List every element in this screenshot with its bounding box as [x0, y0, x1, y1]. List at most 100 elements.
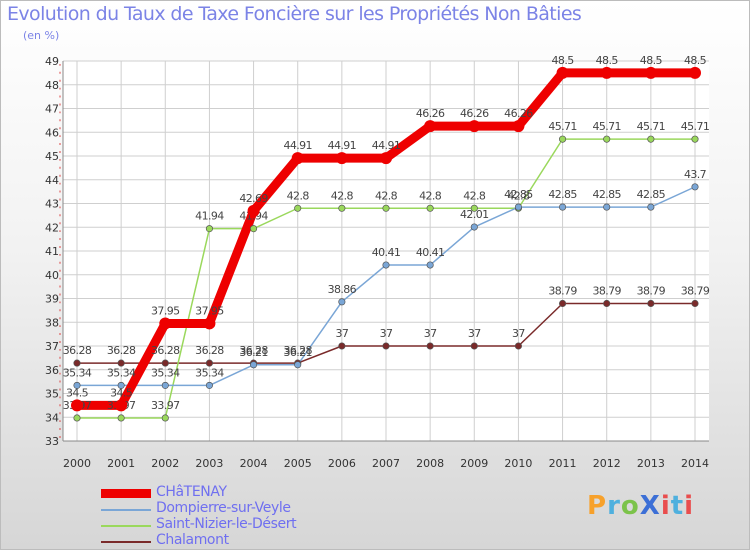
y-tick-label: 39	[45, 293, 59, 306]
y-tick-label: 46	[45, 126, 59, 139]
data-label-dompierre-sur-veyle: 43.7	[684, 168, 707, 181]
data-point-dompierre-sur-veyle	[514, 203, 522, 211]
data-label-ch-tenay: 37.95	[151, 304, 180, 317]
data-point-chalamont	[382, 342, 390, 350]
data-point-saint-nizier-le-d-sert	[470, 204, 478, 212]
data-label-dompierre-sur-veyle: 38.86	[328, 283, 357, 296]
data-label-ch-tenay: 42.69	[239, 192, 268, 205]
data-label-ch-tenay: 34.5	[66, 386, 89, 399]
data-label-ch-tenay: 34.5	[110, 386, 133, 399]
data-point-ch-tenay	[689, 66, 701, 79]
data-point-saint-nizier-le-d-sert	[603, 135, 611, 143]
x-tick-label: 2013	[637, 457, 665, 470]
y-tick-label: 33	[45, 435, 59, 448]
data-point-dompierre-sur-veyle	[73, 381, 81, 389]
x-tick-label: 2004	[240, 457, 268, 470]
legend-swatch	[101, 541, 151, 543]
y-tick-label: 49	[45, 55, 59, 68]
data-label-dompierre-sur-veyle: 40.41	[416, 246, 445, 259]
data-point-ch-tenay	[380, 152, 392, 165]
data-label-chalamont: 38.79	[681, 284, 710, 297]
data-label-chalamont: 36.28	[107, 344, 136, 357]
data-label-saint-nizier-le-d-sert: 33.97	[151, 399, 180, 412]
data-label-chalamont: 37	[424, 327, 437, 340]
data-label-saint-nizier-le-d-sert: 42.8	[507, 189, 530, 202]
data-point-ch-tenay	[424, 120, 437, 133]
data-label-chalamont: 38.79	[592, 284, 621, 297]
data-label-ch-tenay: 48.5	[596, 54, 619, 67]
data-point-ch-tenay	[291, 152, 304, 165]
data-point-chalamont	[603, 299, 611, 308]
data-label-dompierre-sur-veyle: 36.21	[239, 346, 268, 359]
data-point-chalamont	[161, 359, 169, 367]
data-point-ch-tenay	[159, 317, 172, 330]
data-label-dompierre-sur-veyle: 42.85	[592, 188, 621, 201]
data-point-ch-tenay	[468, 120, 481, 133]
data-label-dompierre-sur-veyle: 35.34	[63, 366, 92, 379]
x-tick-label: 2002	[151, 457, 179, 470]
y-tick-label: 41	[45, 245, 59, 258]
data-point-saint-nizier-le-d-sert	[382, 204, 390, 212]
data-label-saint-nizier-le-d-sert: 45.71	[681, 120, 710, 133]
data-point-ch-tenay	[71, 399, 83, 412]
data-label-saint-nizier-le-d-sert: 45.71	[592, 120, 621, 133]
y-tick-label: 45	[45, 150, 59, 163]
data-point-chalamont	[470, 342, 478, 350]
legend-swatch	[101, 489, 151, 498]
y-tick-label: 43	[45, 198, 59, 211]
data-point-ch-tenay	[644, 66, 657, 79]
data-point-ch-tenay	[600, 66, 613, 79]
data-point-ch-tenay	[556, 66, 569, 79]
chart-title: Evolution du Taux de Taxe Foncière sur l…	[7, 3, 582, 25]
data-point-dompierre-sur-veyle	[205, 381, 213, 389]
legend-label: CHâTENAY	[156, 484, 227, 500]
legend-swatch	[101, 509, 151, 511]
data-point-ch-tenay	[115, 399, 128, 412]
data-point-ch-tenay	[335, 152, 348, 165]
y-tick-label: 34	[45, 411, 59, 424]
data-point-saint-nizier-le-d-sert	[691, 135, 699, 143]
data-point-chalamont	[559, 299, 567, 308]
data-point-dompierre-sur-veyle	[338, 298, 346, 306]
data-point-dompierre-sur-veyle	[250, 361, 258, 369]
data-label-chalamont: 36.28	[151, 344, 180, 357]
data-point-saint-nizier-le-d-sert	[73, 414, 81, 422]
data-label-chalamont: 38.79	[637, 284, 666, 297]
y-tick-label: 37	[45, 340, 59, 353]
data-point-saint-nizier-le-d-sert	[294, 204, 302, 212]
data-label-dompierre-sur-veyle: 42.01	[460, 208, 489, 221]
data-label-ch-tenay: 46.26	[460, 107, 489, 120]
data-point-saint-nizier-le-d-sert	[250, 225, 258, 233]
data-point-dompierre-sur-veyle	[647, 203, 655, 211]
data-point-saint-nizier-le-d-sert	[338, 204, 346, 212]
data-point-dompierre-sur-veyle	[426, 261, 434, 269]
data-point-saint-nizier-le-d-sert	[117, 414, 125, 422]
x-tick-label: 2000	[63, 457, 91, 470]
x-tick-label: 2012	[593, 457, 621, 470]
data-label-dompierre-sur-veyle: 36.21	[283, 346, 312, 359]
legend-label: Saint-Nizier-le-Désert	[156, 516, 297, 532]
data-label-chalamont: 36.28	[63, 344, 92, 357]
data-label-saint-nizier-le-d-sert: 45.71	[637, 120, 666, 133]
legend-label: Chalamont	[156, 532, 229, 548]
legend-swatch	[101, 525, 151, 527]
data-label-dompierre-sur-veyle: 35.34	[107, 366, 136, 379]
y-tick-label: 40	[45, 269, 59, 282]
data-label-dompierre-sur-veyle: 42.85	[548, 188, 577, 201]
data-label-chalamont: 37	[380, 327, 393, 340]
data-label-chalamont: 38.79	[548, 284, 577, 297]
brand-logo: ProXiti	[587, 491, 695, 521]
data-point-dompierre-sur-veyle	[470, 223, 478, 231]
data-label-saint-nizier-le-d-sert: 42.8	[287, 189, 310, 202]
data-point-dompierre-sur-veyle	[382, 261, 390, 269]
x-tick-label: 2001	[107, 457, 135, 470]
data-label-dompierre-sur-veyle: 35.34	[151, 366, 180, 379]
data-label-chalamont: 37	[468, 327, 481, 340]
data-label-ch-tenay: 48.5	[640, 54, 663, 67]
data-point-chalamont	[338, 342, 346, 350]
data-label-saint-nizier-le-d-sert: 45.71	[548, 120, 577, 133]
data-point-ch-tenay	[247, 204, 260, 217]
data-point-chalamont	[426, 342, 434, 350]
data-label-saint-nizier-le-d-sert: 42.8	[331, 189, 354, 202]
